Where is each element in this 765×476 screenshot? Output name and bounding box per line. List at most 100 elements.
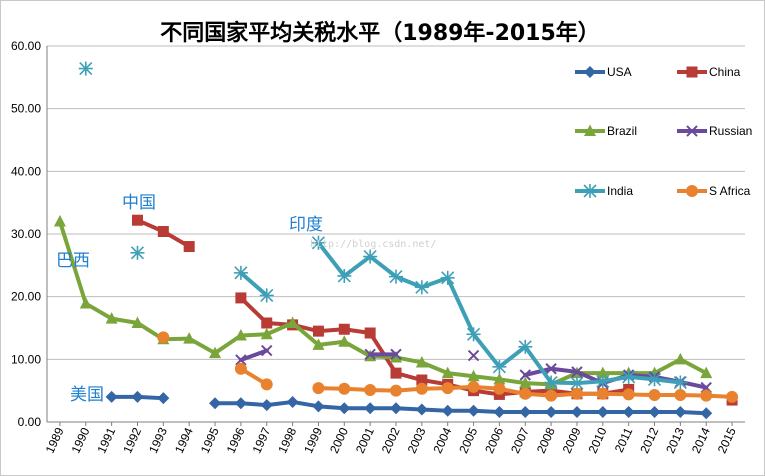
data-point-usa xyxy=(234,397,247,410)
legend-label: Russian xyxy=(709,124,752,138)
data-point-brazil xyxy=(53,214,66,227)
series-group xyxy=(53,61,739,420)
series-line-russian xyxy=(238,348,269,362)
data-point-usa xyxy=(209,397,222,410)
data-point-russian xyxy=(261,344,273,357)
legend-label: India xyxy=(607,184,633,198)
data-point-india xyxy=(389,269,403,284)
data-point-brazil xyxy=(234,329,247,341)
annotation-india: 印度 xyxy=(289,215,323,235)
data-point-usa xyxy=(312,400,325,413)
data-point-india xyxy=(130,245,145,260)
data-point-russian xyxy=(545,363,557,375)
data-point-india xyxy=(78,61,93,76)
data-point-s-africa xyxy=(441,382,454,395)
legend-label: S Africa xyxy=(709,184,751,198)
data-point-s-africa xyxy=(570,387,583,400)
annotation-brazil: 巴西 xyxy=(56,251,90,271)
data-point-brazil xyxy=(390,350,402,363)
data-point-usa xyxy=(415,403,428,416)
legend-marker xyxy=(686,66,698,78)
data-point-brazil xyxy=(700,366,713,379)
data-point-india xyxy=(647,372,662,387)
data-point-russian xyxy=(467,349,480,362)
data-point-russian xyxy=(519,369,531,381)
data-point-china xyxy=(157,225,169,237)
legend-marker xyxy=(584,124,596,136)
data-point-usa xyxy=(545,405,558,418)
data-point-s-africa xyxy=(622,388,635,401)
data-point-china xyxy=(235,292,247,304)
legend-item-s-africa: S Africa xyxy=(677,184,751,198)
data-point-brazil xyxy=(493,372,506,385)
legend-item-usa: USA xyxy=(575,65,632,79)
data-point-usa xyxy=(286,395,299,408)
data-point-russian xyxy=(571,366,583,378)
legend-item-russian: Russian xyxy=(677,124,752,138)
data-point-brazil xyxy=(312,338,325,350)
data-point-s-africa xyxy=(467,380,480,393)
data-point-india xyxy=(544,375,559,390)
data-point-china xyxy=(338,323,350,335)
data-point-china xyxy=(364,327,376,339)
data-point-s-africa xyxy=(545,389,558,402)
data-point-brazil xyxy=(519,376,532,389)
series-s-africa xyxy=(157,331,739,403)
data-point-usa xyxy=(364,402,377,415)
data-point-s-africa xyxy=(338,382,351,395)
data-point-s-africa xyxy=(493,382,506,395)
legend-item-india: India xyxy=(575,184,633,198)
legend-marker xyxy=(584,66,596,78)
data-point-s-africa xyxy=(260,378,273,391)
data-point-russian xyxy=(390,348,402,361)
data-point-china xyxy=(131,214,143,226)
legend-item-brazil: Brazil xyxy=(575,124,637,138)
chart-title: 不同国家平均关税水平（1989年-2015年） xyxy=(160,20,600,46)
data-point-brazil xyxy=(79,297,92,309)
y-tick-label: 60.00 xyxy=(11,39,41,53)
data-point-usa xyxy=(622,405,635,418)
data-point-china xyxy=(183,241,195,253)
legend: USA China Brazil Russian India S Africa xyxy=(575,65,752,198)
data-point-india xyxy=(492,359,507,374)
data-point-usa xyxy=(338,402,351,415)
data-point-usa xyxy=(157,392,170,405)
data-point-india xyxy=(233,265,248,280)
y-tick-label: 20.00 xyxy=(11,290,41,304)
data-point-india xyxy=(259,288,274,303)
data-point-usa xyxy=(570,405,583,418)
data-point-brazil xyxy=(674,352,687,365)
y-tick-labels: 0.00 10.00 20.00 30.00 40.00 50.00 60.00 xyxy=(11,39,41,429)
data-point-s-africa xyxy=(364,384,377,397)
data-point-brazil xyxy=(183,332,196,344)
data-point-india xyxy=(440,270,455,285)
data-point-s-africa xyxy=(726,390,739,403)
data-point-s-africa xyxy=(700,389,713,402)
data-point-brazil xyxy=(209,346,222,359)
data-point-s-africa xyxy=(390,384,402,397)
data-point-usa xyxy=(390,402,402,415)
data-point-china xyxy=(312,325,324,337)
data-point-india xyxy=(673,375,688,390)
data-point-india xyxy=(595,374,610,389)
data-point-brazil xyxy=(338,335,351,347)
data-point-brazil xyxy=(596,366,609,379)
data-point-s-africa xyxy=(596,387,609,400)
data-point-china xyxy=(261,317,273,329)
data-point-s-africa xyxy=(674,389,687,402)
y-tick-label: 10.00 xyxy=(11,352,41,366)
axes xyxy=(46,46,745,426)
watermark: http://blog.csdn.net/ xyxy=(310,239,436,250)
data-point-india xyxy=(311,235,326,250)
data-point-brazil xyxy=(260,327,273,340)
data-point-brazil xyxy=(415,355,428,368)
legend-label: China xyxy=(709,65,741,79)
data-point-brazil xyxy=(441,366,454,379)
data-point-s-africa xyxy=(648,389,661,402)
data-point-s-africa xyxy=(157,331,170,344)
data-point-usa xyxy=(493,405,506,418)
series-line-china xyxy=(238,295,631,397)
data-point-s-africa xyxy=(519,387,532,400)
